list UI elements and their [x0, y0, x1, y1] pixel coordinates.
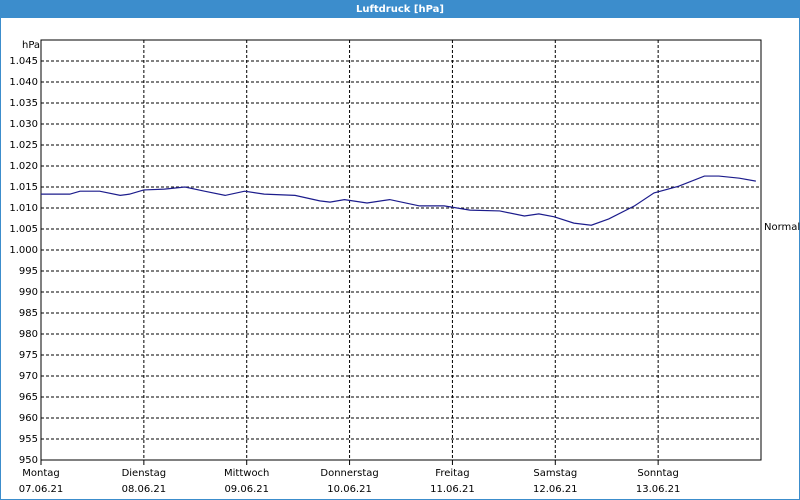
y-tick-label: 1.025 — [9, 140, 38, 151]
y-tick-label: 995 — [19, 266, 38, 277]
annotation: Normal — [764, 222, 800, 233]
y-tick-label: 965 — [19, 392, 38, 403]
x-tick-label: 08.06.21 — [122, 484, 167, 495]
y-tick-label: 970 — [19, 371, 38, 382]
y-tick-label: 1.000 — [9, 245, 38, 256]
y-tick-label: 1.015 — [9, 182, 38, 193]
chart-title: Luftdruck [hPa] — [356, 4, 444, 15]
y-axis-label: hPa — [22, 40, 40, 51]
x-tick-label: Montag — [22, 468, 59, 479]
x-tick-label: Samstag — [533, 468, 577, 479]
y-tick-label: 1.040 — [9, 77, 38, 88]
x-tick-label: Donnerstag — [320, 468, 378, 479]
x-tick-label: Freitag — [435, 468, 469, 479]
x-tick-label: 11.06.21 — [430, 484, 475, 495]
x-tick-label: 12.06.21 — [533, 484, 578, 495]
y-tick-label: 1.005 — [9, 224, 38, 235]
y-tick-label: 955 — [19, 434, 38, 445]
y-tick-label: 1.045 — [9, 56, 38, 67]
title-bar — [0, 0, 800, 18]
line — [41, 175, 756, 226]
x-tick-label: Sonntag — [637, 468, 679, 479]
y-tick-label: 980 — [19, 329, 38, 340]
y-tick-label: 1.030 — [9, 119, 38, 130]
y-tick-label: 960 — [19, 413, 38, 424]
x-tick-label: 13.06.21 — [636, 484, 681, 495]
x-tick-label: 10.06.21 — [327, 484, 372, 495]
y-tick-label: 985 — [19, 308, 38, 319]
x-tick-label: Dienstag — [122, 468, 167, 479]
y-tick-label: 975 — [19, 350, 38, 361]
y-tick-label: 1.035 — [9, 98, 38, 109]
x-tick-label: Mittwoch — [224, 468, 269, 479]
y-tick-label: 950 — [19, 455, 38, 466]
y-tick-label: 1.020 — [9, 161, 38, 172]
y-tick-label: 990 — [19, 287, 38, 298]
x-tick-label: 09.06.21 — [224, 484, 269, 495]
y-tick-label: 1.010 — [9, 203, 38, 214]
x-tick-label: 07.06.21 — [19, 484, 64, 495]
